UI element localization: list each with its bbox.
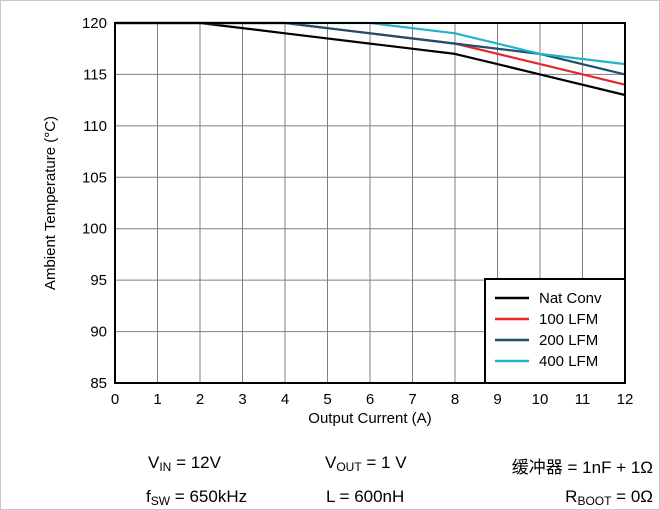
x-tick-label-11: 11: [575, 391, 591, 408]
legend-label-0: Nat Conv: [539, 290, 602, 307]
condition-vout: VOUT = 1 V: [325, 453, 407, 474]
y-tick-label-4: 105: [82, 169, 107, 186]
y-tick-label-3: 100: [82, 221, 107, 238]
plot-border: [114, 22, 626, 384]
condition-fsw: fSW = 650kHz: [146, 487, 248, 508]
y-tick-labels: 85 90 95 100 105 110 115 120: [82, 15, 107, 392]
x-axis-label: Output Current (A): [308, 410, 431, 427]
x-tick-label-0: 0: [111, 391, 119, 408]
legend-label-1: 100 LFM: [539, 311, 598, 328]
x-tick-label-1: 1: [153, 391, 161, 408]
x-tick-label-4: 4: [281, 391, 289, 408]
x-tick-label-9: 9: [493, 391, 501, 408]
x-tick-label-8: 8: [451, 391, 459, 408]
y-tick-label-0: 85: [90, 375, 107, 392]
y-tick-label-2: 95: [90, 272, 107, 289]
x-tick-label-3: 3: [238, 391, 246, 408]
y-tick-label-6: 115: [83, 66, 107, 83]
legend-label-3: 400 LFM: [539, 353, 598, 370]
x-tick-label-6: 6: [366, 391, 374, 408]
condition-vin: VIN = 12V: [148, 453, 221, 474]
x-tick-label-12: 12: [617, 391, 634, 408]
x-tick-label-2: 2: [196, 391, 204, 408]
y-tick-label-1: 90: [90, 324, 107, 341]
condition-snubber: 缓冲器 = 1nF + 1Ω: [511, 458, 653, 477]
y-tick-label-5: 110: [83, 118, 107, 135]
x-tick-label-5: 5: [323, 391, 331, 408]
y-axis-label: Ambient Temperature (°C): [42, 116, 59, 290]
x-tick-label-10: 10: [532, 391, 549, 408]
condition-inductor: L = 600nH: [326, 487, 405, 506]
legend-label-2: 200 LFM: [539, 332, 598, 349]
condition-rboot: RBOOT = 0Ω: [565, 487, 653, 508]
legend: Nat Conv 100 LFM 200 LFM 400 LFM: [484, 278, 626, 384]
legend-box: [484, 278, 626, 384]
x-tick-labels: 0 1 2 3 4 5 6 7 8 9 10 11 12: [111, 391, 634, 408]
y-tick-label-7: 120: [82, 15, 107, 32]
x-tick-label-7: 7: [408, 391, 416, 408]
